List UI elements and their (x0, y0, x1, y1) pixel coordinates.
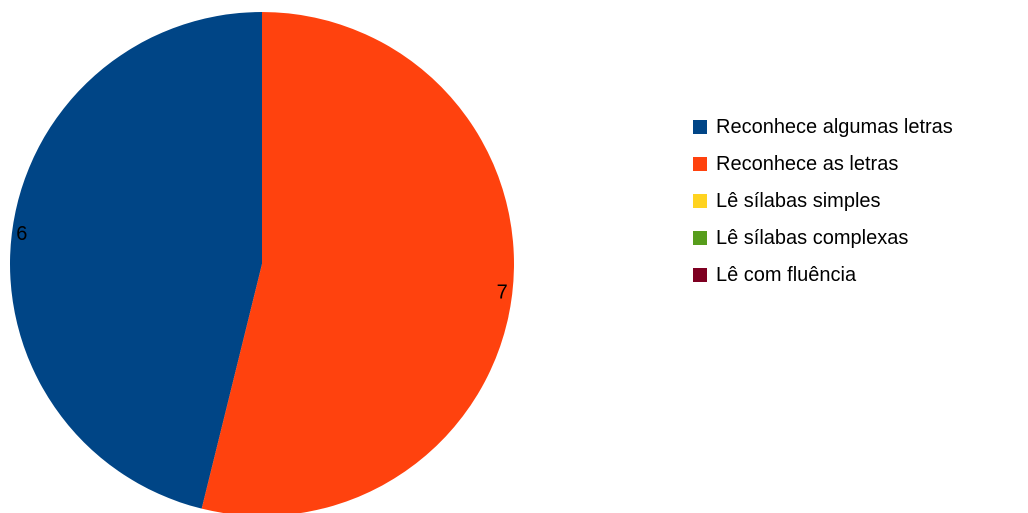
legend-swatch (693, 156, 707, 171)
pie-slice-1 (10, 12, 263, 509)
legend-label: Lê com fluência (716, 263, 857, 286)
legend-item: Lê sílabas complexas (693, 219, 953, 256)
pie-slice-2 (201, 12, 514, 513)
legend-item: Lê sílabas simples (693, 182, 953, 219)
chart-legend: Reconhece algumas letras Reconhece as let… (693, 108, 953, 293)
legend-label: Reconhece algumas letras (716, 115, 953, 138)
pie-data-label-1: 6 (16, 223, 27, 245)
legend-label: Lê sílabas simples (716, 189, 881, 212)
legend-swatch (693, 267, 707, 282)
legend-swatch (693, 230, 707, 245)
legend-item: Reconhece algumas letras (693, 108, 953, 145)
legend-item: Reconhece as letras (693, 145, 953, 182)
legend-swatch (693, 193, 707, 208)
legend-item: Lê com fluência (693, 256, 953, 293)
legend-label: Lê sílabas complexas (716, 226, 909, 249)
pie-data-label-2: 7 (497, 281, 508, 303)
pie-slices (10, 12, 514, 513)
legend-label: Reconhece as letras (716, 152, 899, 175)
legend-swatch (693, 119, 707, 134)
pie-data-labels: 67 (16, 223, 508, 303)
